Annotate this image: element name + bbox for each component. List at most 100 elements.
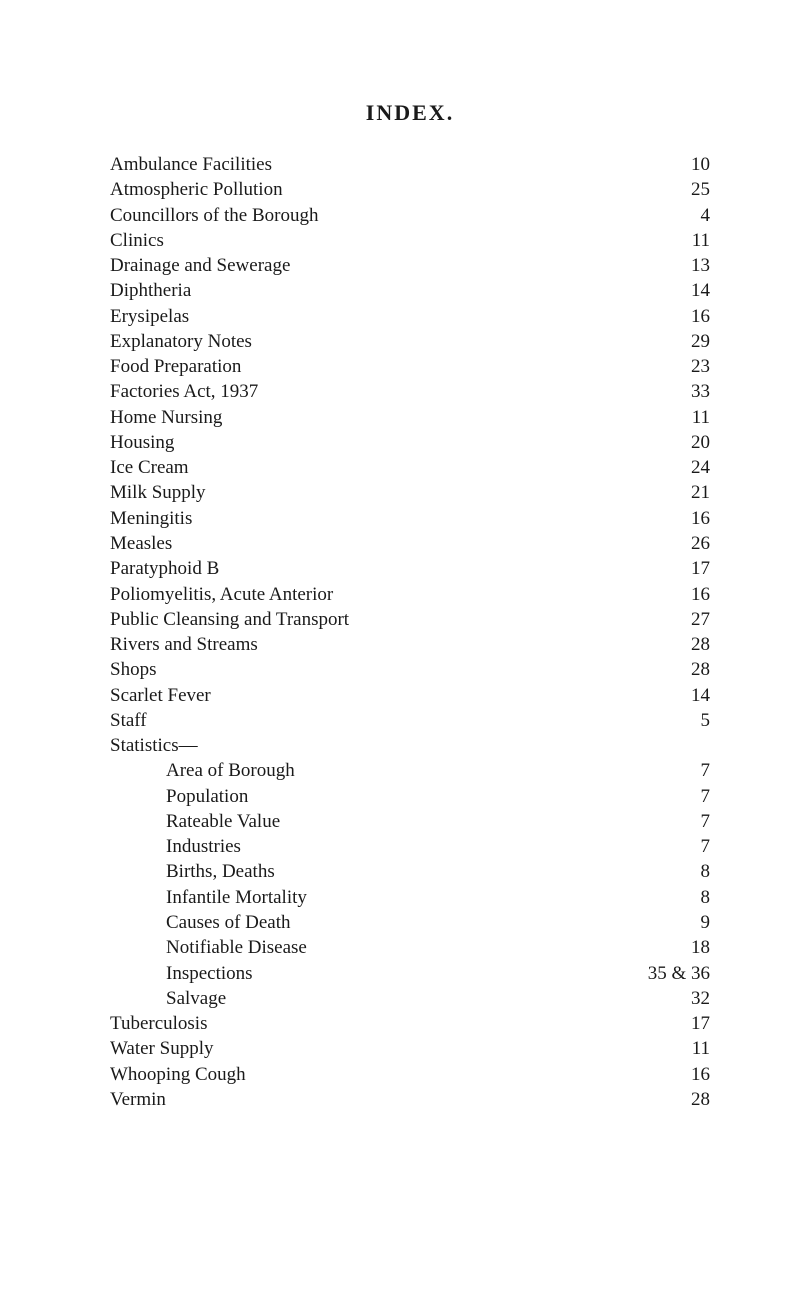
index-entry-label: Area of Borough — [110, 758, 295, 783]
index-entry: Shops28 — [110, 657, 710, 682]
index-entry: Measles 26 — [110, 531, 710, 556]
index-entry-label: Infantile Mortality — [110, 885, 307, 910]
index-entry-label: Housing — [110, 430, 174, 455]
index-entry-label: Water Supply — [110, 1036, 213, 1061]
index-entry-label: Industries — [110, 834, 241, 859]
index-entry: Food Preparation23 — [110, 354, 710, 379]
index-page-number: 32 — [680, 986, 710, 1011]
index-page-number: 4 — [680, 203, 710, 228]
index-entry: Paratyphoid B 17 — [110, 556, 710, 581]
index-entry-label: Statistics— — [110, 735, 198, 756]
index-entry-label: Milk Supply — [110, 480, 206, 505]
index-entry-label: Vermin — [110, 1087, 166, 1112]
index-entry: Ice Cream 24 — [110, 455, 710, 480]
index-entry-label: Staff — [110, 708, 147, 733]
index-entry: Poliomyelitis, Acute Anterior 16 — [110, 582, 710, 607]
index-entry-label: Erysipelas — [110, 304, 189, 329]
index-page-number: 7 — [680, 834, 710, 859]
index-entry: Notifiable Disease 18 — [110, 935, 710, 960]
index-entry-label: Poliomyelitis, Acute Anterior — [110, 582, 333, 607]
index-entry: Drainage and Sewerage13 — [110, 253, 710, 278]
index-entry: Ambulance Facilities 10 — [110, 152, 710, 177]
index-entry-label: Births, Deaths — [110, 859, 275, 884]
index-title: INDEX. — [110, 100, 710, 126]
index-entry-label: Drainage and Sewerage — [110, 253, 290, 278]
index-entry-label: Causes of Death — [110, 910, 291, 935]
index-page-number: 16 — [680, 506, 710, 531]
index-entry: Councillors of the Borough 4 — [110, 203, 710, 228]
index-page-number: 18 — [680, 935, 710, 960]
index-entry: Rivers and Streams 28 — [110, 632, 710, 657]
index-page-number: 9 — [680, 910, 710, 935]
index-page-number: 26 — [680, 531, 710, 556]
index-page-number: 11 — [680, 1036, 710, 1061]
index-entry: Staff 5 — [110, 708, 710, 733]
index-page-number: 16 — [680, 304, 710, 329]
index-entry: Public Cleansing and Transport 27 — [110, 607, 710, 632]
index-page-number: 7 — [680, 784, 710, 809]
index-entry: Salvage 32 — [110, 986, 710, 1011]
index-entry: Atmospheric Pollution 25 — [110, 177, 710, 202]
index-entry: Erysipelas 16 — [110, 304, 710, 329]
index-entry-label: Tuberculosis — [110, 1011, 207, 1036]
index-entry: Population7 — [110, 784, 710, 809]
index-entry: Factories Act, 1937 33 — [110, 379, 710, 404]
index-entry: Causes of Death 9 — [110, 910, 710, 935]
index-page-number: 17 — [680, 1011, 710, 1036]
index-page-number: 16 — [680, 582, 710, 607]
index-page-number: 11 — [680, 228, 710, 253]
index-page-number: 10 — [680, 152, 710, 177]
index-page-number: 14 — [680, 683, 710, 708]
index-page-number: 27 — [680, 607, 710, 632]
index-entry: Housing 20 — [110, 430, 710, 455]
index-page-number: 16 — [680, 1062, 710, 1087]
index-entry: Meningitis16 — [110, 506, 710, 531]
index-entry-label: Atmospheric Pollution — [110, 177, 283, 202]
index-entry-label: Salvage — [110, 986, 226, 1011]
index-entry-label: Home Nursing — [110, 405, 222, 430]
index-page-number: 17 — [680, 556, 710, 581]
index-page-number: 11 — [680, 405, 710, 430]
index-entry-label: Ice Cream — [110, 455, 189, 480]
index-entry: Home Nursing 11 — [110, 405, 710, 430]
index-page-number: 7 — [680, 758, 710, 783]
index-entry-label: Councillors of the Borough — [110, 203, 318, 228]
index-page-number: 29 — [680, 329, 710, 354]
index-entry-label: Public Cleansing and Transport — [110, 607, 349, 632]
index-entry-label: Factories Act, 1937 — [110, 379, 258, 404]
index-page-number: 14 — [680, 278, 710, 303]
index-entry: Rateable Value7 — [110, 809, 710, 834]
index-entry-label: Food Preparation — [110, 354, 241, 379]
index-entry-label: Scarlet Fever — [110, 683, 211, 708]
index-entry: Water Supply 11 — [110, 1036, 710, 1061]
index-entry: Scarlet Fever 14 — [110, 683, 710, 708]
index-entry: Whooping Cough16 — [110, 1062, 710, 1087]
index-page-number: 20 — [680, 430, 710, 455]
index-entry: Milk Supply 21 — [110, 480, 710, 505]
index-entry-label: Clinics — [110, 228, 164, 253]
index-page-number: 21 — [680, 480, 710, 505]
index-entry: Diphtheria 14 — [110, 278, 710, 303]
index-entry-label: Paratyphoid B — [110, 556, 219, 581]
index-entry-label: Rateable Value — [110, 809, 280, 834]
index-entry: Area of Borough 7 — [110, 758, 710, 783]
index-page-number: 5 — [680, 708, 710, 733]
index-entry-label: Measles — [110, 531, 172, 556]
index-entry-label: Ambulance Facilities — [110, 152, 272, 177]
index-page-number: 33 — [680, 379, 710, 404]
index-entry-label: Rivers and Streams — [110, 632, 258, 657]
index-page-number: 28 — [680, 632, 710, 657]
index-entry: Industries 7 — [110, 834, 710, 859]
index-entry: Inspections35 & 36 — [110, 961, 710, 986]
index-page-number: 28 — [680, 657, 710, 682]
index-page-number: 25 — [680, 177, 710, 202]
index-entry: Infantile Mortality8 — [110, 885, 710, 910]
index-section-header: Statistics— — [110, 733, 710, 758]
index-entry-label: Explanatory Notes — [110, 329, 252, 354]
index-entry-label: Notifiable Disease — [110, 935, 307, 960]
index-entry-label: Diphtheria — [110, 278, 191, 303]
index-entry: Explanatory Notes 29 — [110, 329, 710, 354]
index-entry: Clinics 11 — [110, 228, 710, 253]
index-entry: Tuberculosis 17 — [110, 1011, 710, 1036]
index-page-number: 24 — [680, 455, 710, 480]
